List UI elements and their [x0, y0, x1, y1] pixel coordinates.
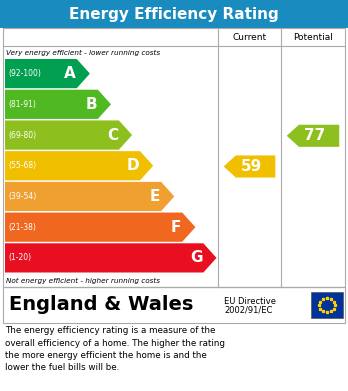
Text: A: A: [64, 66, 76, 81]
Text: The energy efficiency rating is a measure of the
overall efficiency of a home. T: The energy efficiency rating is a measur…: [5, 326, 225, 373]
Text: B: B: [85, 97, 97, 112]
Text: (55-68): (55-68): [8, 161, 36, 170]
Polygon shape: [224, 156, 275, 178]
Bar: [0, 0, 348, 28]
Text: EU Directive: EU Directive: [224, 296, 276, 305]
Polygon shape: [5, 59, 90, 88]
Text: (39-54): (39-54): [8, 192, 36, 201]
Text: G: G: [190, 250, 202, 265]
Polygon shape: [5, 182, 174, 211]
Polygon shape: [287, 125, 339, 147]
Text: (81-91): (81-91): [8, 100, 36, 109]
Text: Current: Current: [232, 32, 267, 41]
Text: (1-20): (1-20): [8, 253, 31, 262]
Text: C: C: [107, 127, 118, 143]
Text: England & Wales: England & Wales: [9, 296, 193, 314]
Text: 59: 59: [241, 159, 262, 174]
Bar: [3, 28, 345, 287]
Text: Not energy efficient - higher running costs: Not energy efficient - higher running co…: [6, 278, 160, 283]
Polygon shape: [5, 213, 195, 242]
Text: Potential: Potential: [293, 32, 333, 41]
Text: E: E: [150, 189, 160, 204]
Text: Energy Efficiency Rating: Energy Efficiency Rating: [69, 7, 279, 22]
Polygon shape: [5, 120, 132, 150]
Text: (69-80): (69-80): [8, 131, 36, 140]
Text: 77: 77: [304, 128, 326, 143]
Polygon shape: [5, 90, 111, 119]
Text: 2002/91/EC: 2002/91/EC: [224, 305, 272, 314]
Text: (92-100): (92-100): [8, 69, 41, 78]
Text: D: D: [126, 158, 139, 173]
Polygon shape: [5, 243, 216, 273]
Bar: [311, 292, 343, 318]
Bar: [3, 287, 345, 323]
Text: F: F: [171, 220, 181, 235]
Polygon shape: [5, 151, 153, 180]
Text: (21-38): (21-38): [8, 223, 36, 232]
Text: Very energy efficient - lower running costs: Very energy efficient - lower running co…: [6, 49, 160, 56]
